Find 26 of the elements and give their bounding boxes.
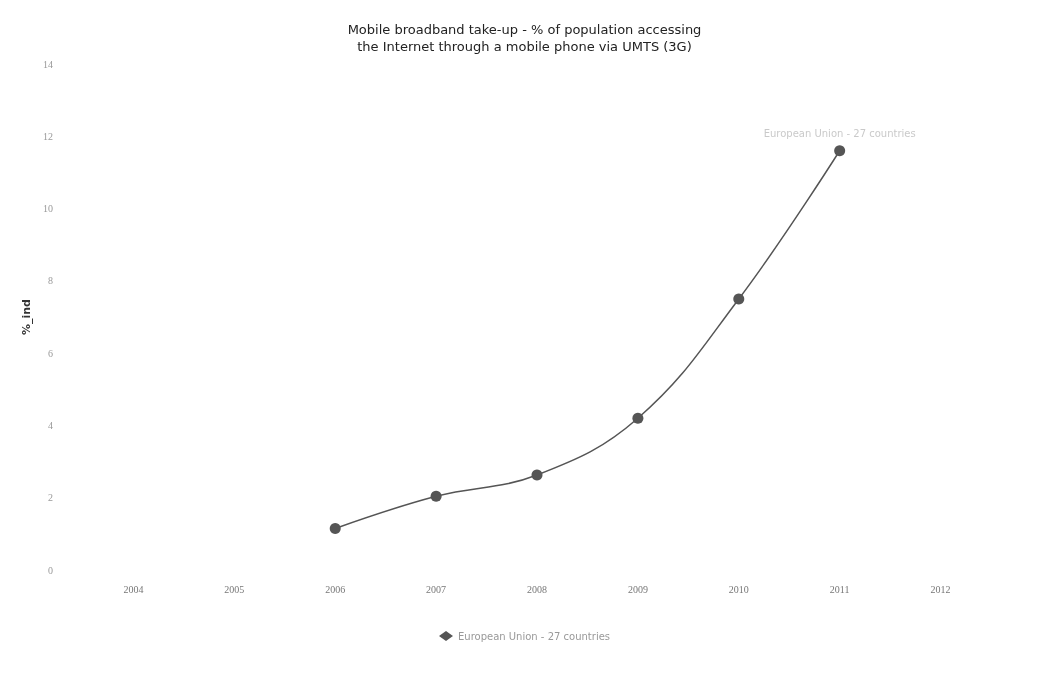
point xyxy=(632,412,644,424)
point xyxy=(531,469,543,481)
x-tick-label: 2012 xyxy=(930,583,951,595)
y-tick-label: 10 xyxy=(43,203,53,215)
y-tick-label: 4 xyxy=(48,419,53,431)
x-tick-label: 2006 xyxy=(325,583,346,595)
y-tick-label: 8 xyxy=(48,275,53,287)
y-tick-label: 2 xyxy=(48,492,53,504)
x-tick-label: 2009 xyxy=(627,583,648,595)
x-tick-label: 2004 xyxy=(123,583,144,595)
point xyxy=(430,490,442,502)
y-tick-label: 12 xyxy=(43,130,53,142)
x-tick-label: 2008 xyxy=(527,583,547,595)
x-tick-label: 2005 xyxy=(224,583,245,595)
y-tick-label: 14 xyxy=(43,58,53,70)
x-tick-label: 2010 xyxy=(728,583,749,595)
x-tick-label: 2007 xyxy=(426,583,447,595)
x-tick-label: 2011 xyxy=(829,583,850,595)
point xyxy=(733,293,745,305)
point xyxy=(329,522,341,534)
y-tick-label: 0 xyxy=(48,564,53,576)
legend-label: European Union - 27 countries xyxy=(457,630,611,642)
y-axis-title: %_ind xyxy=(20,299,34,335)
point xyxy=(834,145,846,157)
chart-title: Mobile broadband take-up - % of population accessing the Internet through a mobile phone via UMTS (3G) xyxy=(347,22,702,54)
y-tick-label: 6 xyxy=(48,347,53,359)
